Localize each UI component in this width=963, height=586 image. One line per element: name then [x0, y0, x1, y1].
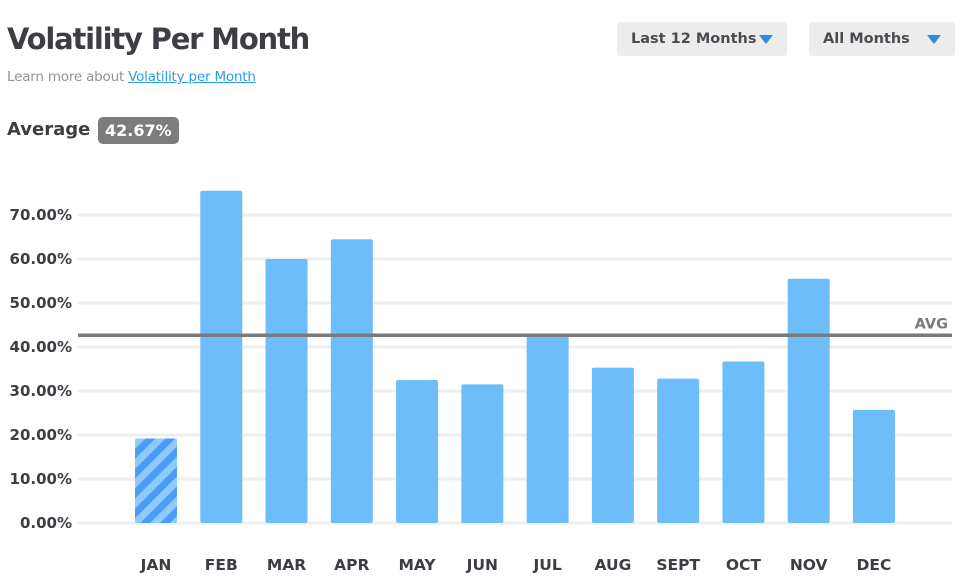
bar-oct[interactable]: [722, 361, 765, 523]
bar-mar[interactable]: [265, 259, 308, 523]
bar-feb[interactable]: [200, 190, 243, 524]
x-tick-label: OCT: [726, 556, 762, 574]
bar-apr[interactable]: [330, 239, 373, 523]
y-tick-label: 20.00%: [10, 426, 72, 444]
x-tick-label: FEB: [205, 556, 238, 574]
range-dropdown[interactable]: Last 12 Months: [617, 22, 787, 56]
bar-sept[interactable]: [657, 378, 700, 523]
bar-aug[interactable]: [591, 367, 634, 523]
x-tick-label: MAR: [267, 556, 306, 574]
x-tick-label: MAY: [398, 556, 436, 574]
months-dropdown[interactable]: All Months: [809, 22, 955, 56]
average-line-group: AVG: [78, 316, 952, 338]
bar-may[interactable]: [396, 380, 439, 523]
x-tick-label: JUL: [533, 556, 562, 574]
x-axis-ticks: JAN FEB MAR APR MAY JUN JUL AUG SEPT OCT NOV DEC: [140, 556, 892, 574]
y-tick-label: 40.00%: [10, 338, 72, 356]
subtitle: Learn more about Volatility per Month: [7, 69, 256, 85]
y-tick-label: 70.00%: [10, 206, 72, 224]
x-tick-label: APR: [334, 556, 369, 574]
average-line-label: AVG: [915, 316, 948, 332]
y-tick-label: 10.00%: [10, 470, 72, 488]
page-title: Volatility Per Month: [7, 22, 310, 56]
bar-jan[interactable]: [135, 438, 177, 523]
y-tick-label: 0.00%: [20, 514, 72, 532]
y-tick-label: 50.00%: [10, 294, 72, 312]
x-tick-label: AUG: [594, 556, 631, 574]
bar-dec[interactable]: [852, 409, 895, 523]
x-tick-label: JAN: [140, 556, 172, 574]
caret-down-icon: [927, 35, 941, 44]
x-tick-label: SEPT: [656, 556, 700, 574]
bar-nov[interactable]: [787, 278, 830, 523]
y-tick-label: 60.00%: [10, 250, 72, 268]
learn-more-link[interactable]: Volatility per Month: [128, 69, 256, 85]
bars: [135, 190, 895, 524]
range-dropdown-label: Last 12 Months: [631, 31, 757, 47]
months-dropdown-label: All Months: [823, 31, 910, 47]
x-tick-label: DEC: [857, 556, 892, 574]
bar-jul[interactable]: [526, 336, 569, 523]
x-tick-label: JUN: [466, 556, 498, 574]
bar-jun[interactable]: [461, 384, 504, 523]
subtitle-prefix: Learn more about: [7, 69, 129, 85]
average-badge: 42.67%: [98, 117, 179, 144]
average-label: Average: [7, 119, 91, 140]
y-tick-label: 30.00%: [10, 382, 72, 400]
x-tick-label: NOV: [790, 556, 828, 574]
caret-down-icon: [759, 35, 773, 44]
y-axis-ticks: 0.00% 10.00% 20.00% 30.00% 40.00% 50.00% 60.00…: [10, 206, 72, 532]
